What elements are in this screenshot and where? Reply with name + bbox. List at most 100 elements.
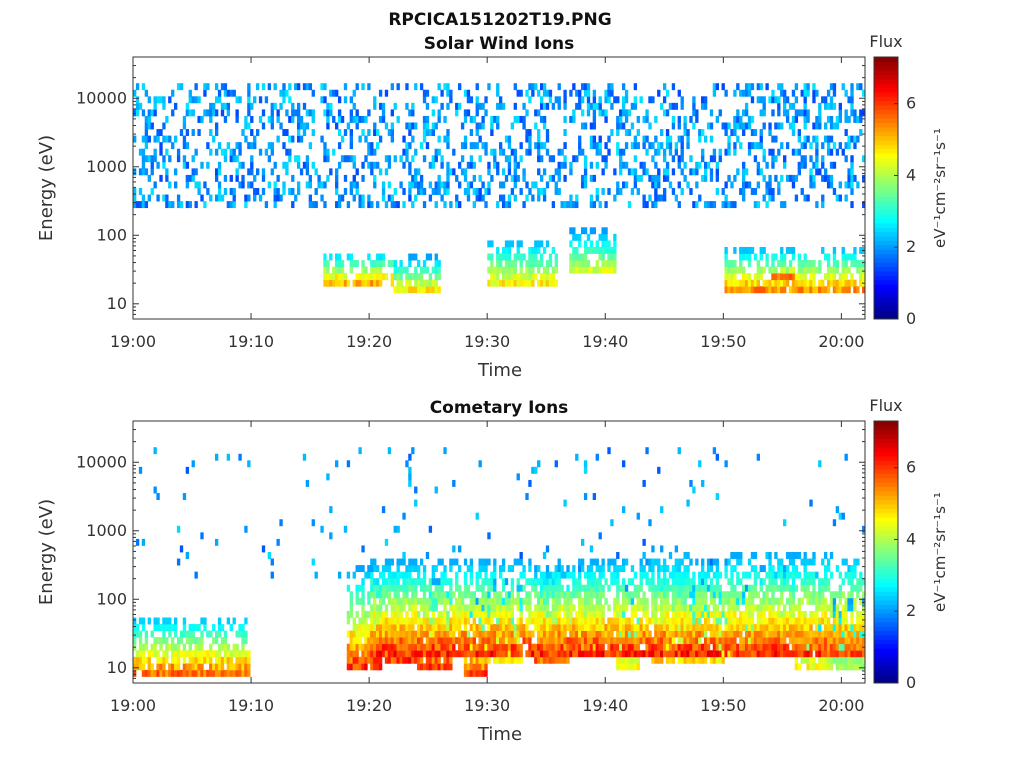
spectrogram-cell xyxy=(829,604,834,612)
spectrogram-cell xyxy=(788,630,793,638)
spectrogram-cell xyxy=(829,591,834,599)
colorbar-segment xyxy=(874,249,898,254)
spectrogram-cell xyxy=(162,135,166,143)
spectrogram-cell xyxy=(797,650,801,658)
spectrogram-cell xyxy=(554,630,558,638)
spectrogram-cell xyxy=(654,148,658,156)
colorbar-segment xyxy=(874,179,898,185)
spectrogram-cell xyxy=(589,578,594,586)
spectrogram-cell xyxy=(583,466,588,474)
spectrogram-cell xyxy=(698,637,702,645)
spectrogram-cell xyxy=(730,181,734,189)
spectrogram-cell xyxy=(282,142,286,150)
spectrogram-cell xyxy=(364,273,368,281)
spectrogram-cell xyxy=(203,181,207,189)
spectrogram-cell xyxy=(621,96,626,104)
spectrogram-cell xyxy=(463,610,468,618)
spectrogram-cell xyxy=(557,604,561,612)
spectrogram-cell xyxy=(537,266,541,274)
spectrogram-cell xyxy=(437,591,441,599)
spectrogram-cell xyxy=(756,624,760,631)
spectrogram-cell xyxy=(677,643,681,651)
spectrogram-cell xyxy=(422,96,427,104)
spectrogram-cell xyxy=(428,129,433,136)
spectrogram-cell xyxy=(376,637,380,645)
spectrogram-cell xyxy=(144,89,149,97)
spectrogram-cell xyxy=(607,240,611,248)
spectrogram-cell xyxy=(557,637,561,645)
spectrogram-cell xyxy=(624,643,629,651)
spectrogram-cell xyxy=(446,663,450,671)
spectrogram-cell xyxy=(569,227,573,235)
spectrogram-cell xyxy=(458,591,462,599)
spectrogram-cell xyxy=(305,122,310,130)
spectrogram-cell xyxy=(226,109,231,117)
spectrogram-cell xyxy=(162,624,166,631)
spectrogram-cell xyxy=(340,135,345,143)
spectrogram-cell xyxy=(150,122,154,130)
spectrogram-cell xyxy=(706,650,711,658)
spectrogram-cell xyxy=(528,650,532,658)
spectrogram-cell xyxy=(247,181,251,189)
spectrogram-cell xyxy=(812,83,816,91)
spectrogram-cell xyxy=(176,650,181,658)
spectrogram-cell xyxy=(771,597,775,605)
spectrogram-cell xyxy=(785,109,790,117)
spectrogram-cell xyxy=(703,168,708,176)
spectrogram-cell xyxy=(780,246,784,254)
spectrogram-cell xyxy=(657,643,661,651)
spectrogram-cell xyxy=(680,597,684,605)
spectrogram-cell xyxy=(821,656,825,664)
spectrogram-cell xyxy=(601,643,605,651)
spectrogram-cell xyxy=(595,194,599,202)
spectrogram-cell xyxy=(355,188,359,195)
spectrogram-cell xyxy=(504,155,509,163)
spectrogram-cell xyxy=(364,155,368,163)
spectrogram-cell xyxy=(156,650,160,658)
spectrogram-cell xyxy=(346,656,351,664)
spectrogram-cell xyxy=(294,155,298,163)
spectrogram-cell xyxy=(645,201,649,209)
spectrogram-cell xyxy=(812,584,816,592)
spectrogram-cell xyxy=(499,604,503,612)
spectrogram-cell xyxy=(718,656,722,664)
spectrogram-cell xyxy=(449,597,453,605)
spectrogram-cell xyxy=(387,597,392,605)
spectrogram-cell xyxy=(261,109,266,117)
spectrogram-cell xyxy=(173,135,178,143)
spectrogram-cell xyxy=(463,115,468,123)
spectrogram-cell xyxy=(539,624,544,631)
spectrogram-cell xyxy=(794,194,799,202)
spectrogram-cell xyxy=(642,479,646,487)
spectrogram-cell xyxy=(194,663,198,671)
spectrogram-cell xyxy=(138,148,143,156)
spectrogram-cell xyxy=(575,650,579,658)
spectrogram-cell xyxy=(624,617,629,625)
spectrogram-cell xyxy=(510,266,515,274)
spectrogram-cell xyxy=(736,279,740,287)
spectrogram-cell xyxy=(507,201,512,209)
spectrogram-cell xyxy=(832,83,837,91)
spectrogram-cell xyxy=(443,571,447,579)
spectrogram-cell xyxy=(548,253,553,261)
spectrogram-cell xyxy=(692,624,696,631)
spectrogram-cell xyxy=(194,181,198,189)
spectrogram-cell xyxy=(797,260,801,267)
spectrogram-cell xyxy=(481,663,485,671)
spectrogram-cell xyxy=(141,148,146,156)
spectrogram-cell xyxy=(209,194,213,202)
spectrogram-cell xyxy=(783,96,787,104)
spectrogram-cell xyxy=(727,578,731,586)
spectrogram-cell xyxy=(487,181,491,189)
spectrogram-cell xyxy=(824,630,828,638)
spectrogram-cell xyxy=(829,135,834,143)
spectrogram-cell xyxy=(797,637,801,645)
spectrogram-cell xyxy=(742,279,746,287)
spectrogram-cell xyxy=(296,109,301,117)
spectrogram-cell xyxy=(665,650,670,658)
spectrogram-cell xyxy=(460,650,465,658)
spectrogram-cell xyxy=(393,525,397,533)
spectrogram-cell xyxy=(466,630,471,638)
spectrogram-cell xyxy=(660,578,664,586)
spectrogram-cell xyxy=(411,656,415,664)
